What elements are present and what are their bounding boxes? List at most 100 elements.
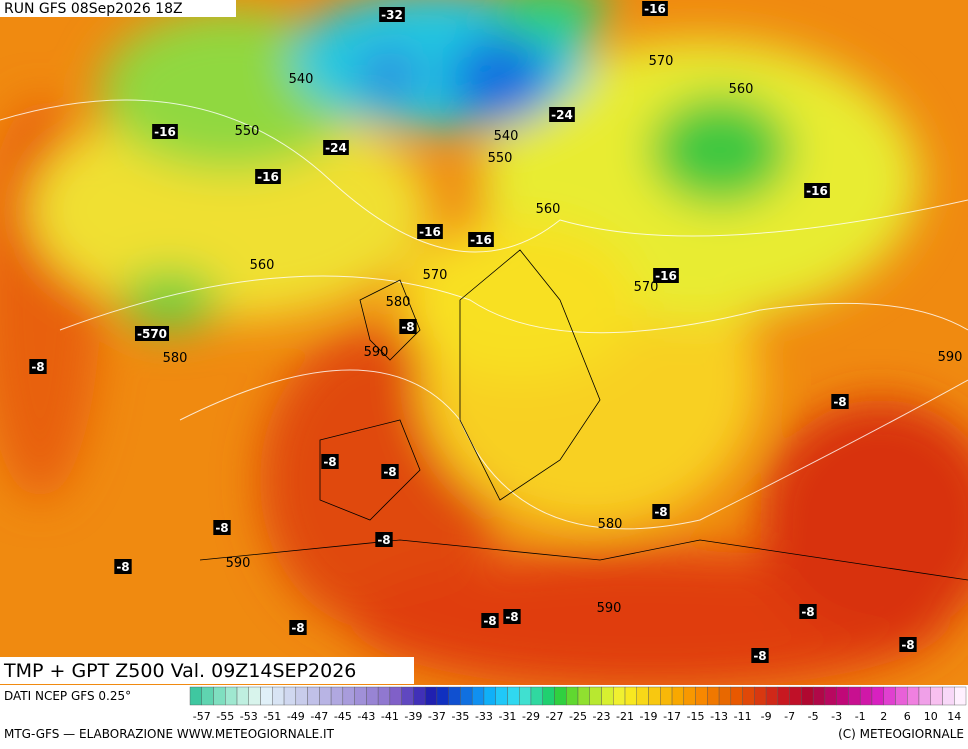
colorbar-label: -9 [761, 710, 772, 723]
colorbar-swatch [671, 686, 685, 706]
temp-label: -8 [901, 638, 914, 652]
colorbar-swatch [201, 686, 214, 706]
colorbar-swatch [248, 686, 261, 706]
colorbar-swatch [918, 686, 931, 706]
temp-label: -16 [154, 125, 176, 139]
colorbar-label: -15 [687, 710, 705, 723]
temp-label-box [468, 232, 494, 247]
temp-label: -8 [483, 614, 496, 628]
colorbar-swatch [424, 686, 438, 706]
temp-label-box [114, 559, 132, 574]
colorbar-swatch [307, 686, 320, 706]
height-label: 590 [597, 601, 622, 616]
temp-label-box [134, 326, 170, 341]
map-title: TMP + GPT Z500 Val. 09Z14SEP2026 [3, 660, 356, 682]
temp-label-box [417, 224, 443, 239]
colorbar-swatch [342, 686, 355, 706]
colorbar-label: -35 [451, 710, 469, 723]
colorbar-label: -23 [593, 710, 611, 723]
colorbar-swatch [895, 686, 908, 706]
colorbar-swatch [366, 686, 379, 706]
colorbar-label: 2 [880, 710, 887, 723]
colorbar-swatch [483, 686, 496, 706]
temp-label: -570 [137, 327, 167, 341]
colorbar-swatch [789, 686, 802, 706]
temp-label: -8 [323, 455, 336, 469]
temp-label-box [152, 124, 178, 139]
colorbar-swatch [765, 686, 779, 706]
colorbar-swatch [742, 686, 755, 706]
colorbar-swatch [530, 686, 543, 706]
colorbar-swatch [754, 686, 767, 706]
colorbar-swatch [283, 686, 297, 706]
colorbar-label: -45 [334, 710, 352, 723]
credit-left: MTG-GFS — ELABORAZIONE WWW.METEOGIORNALE… [4, 727, 335, 741]
temp-label-box [29, 359, 47, 374]
temp-label: -8 [291, 621, 304, 635]
colorbar-swatch [460, 686, 473, 706]
colorbar-swatch [777, 686, 790, 706]
colorbar-label: -29 [522, 710, 540, 723]
temp-label-box [399, 319, 417, 334]
temp-label: -8 [505, 610, 518, 624]
colorbar-swatch [683, 686, 696, 706]
colorbar-label: -19 [640, 710, 658, 723]
temp-label-box [652, 504, 670, 519]
colorbar-swatch [389, 686, 402, 706]
temp-label: -16 [644, 2, 666, 16]
colorbar-swatch [448, 686, 461, 706]
colorbar-label: -37 [428, 710, 446, 723]
temp-label: -8 [377, 533, 390, 547]
colorbar-label: 14 [947, 710, 961, 723]
run-label: RUN GFS 08Sep2026 18Z [4, 1, 183, 17]
colorbar-label: -51 [263, 710, 281, 723]
temp-label-box [642, 1, 668, 16]
colorbar-swatch [236, 686, 249, 706]
colorbar-label: -1 [855, 710, 866, 723]
temp-label: -24 [551, 108, 573, 122]
colorbar-swatch [319, 686, 332, 706]
colorbar-swatch [718, 686, 732, 706]
height-label: 550 [488, 151, 513, 166]
temp-label: -16 [419, 225, 441, 239]
colorbar-label: -5 [808, 710, 819, 723]
colorbar-swatch [295, 686, 308, 706]
colorbar-label: -39 [404, 710, 422, 723]
colorbar-swatch [695, 686, 708, 706]
colorbar-swatch [401, 686, 414, 706]
colorbar-swatch [707, 686, 720, 706]
temp-label: -32 [381, 8, 403, 22]
colorbar-label: -49 [287, 710, 305, 723]
colorbar-swatch [836, 686, 849, 706]
temp-label: -8 [753, 649, 766, 663]
temp-label-box [549, 107, 575, 122]
colorbar-swatch [589, 686, 602, 706]
colorbar-label: -31 [498, 710, 516, 723]
colorbar-label: -25 [569, 710, 587, 723]
colorbar-swatch [577, 686, 590, 706]
colorbar-swatch [566, 686, 579, 706]
temp-label-box [381, 464, 399, 479]
colorbar-label: -57 [193, 710, 211, 723]
height-label: 590 [938, 350, 963, 365]
temp-label: -8 [401, 320, 414, 334]
colorbar-label: -43 [357, 710, 375, 723]
height-label: 580 [598, 517, 623, 532]
colorbar-swatch [471, 686, 485, 706]
height-label: 560 [729, 82, 754, 97]
colorbar-label: -41 [381, 710, 399, 723]
colorbar-swatch [883, 686, 896, 706]
title-box [0, 657, 414, 684]
colorbar-swatch [225, 686, 238, 706]
colorbar-swatch [812, 686, 826, 706]
colorbar-swatch [495, 686, 508, 706]
height-label: 590 [364, 345, 389, 360]
colorbar-swatch [260, 686, 273, 706]
colorbar-label: -53 [240, 710, 258, 723]
colorbar-swatch [942, 686, 955, 706]
height-label: 580 [163, 351, 188, 366]
temp-label: -8 [801, 605, 814, 619]
colorbar-label: -13 [710, 710, 728, 723]
height-label: 570 [423, 268, 448, 283]
